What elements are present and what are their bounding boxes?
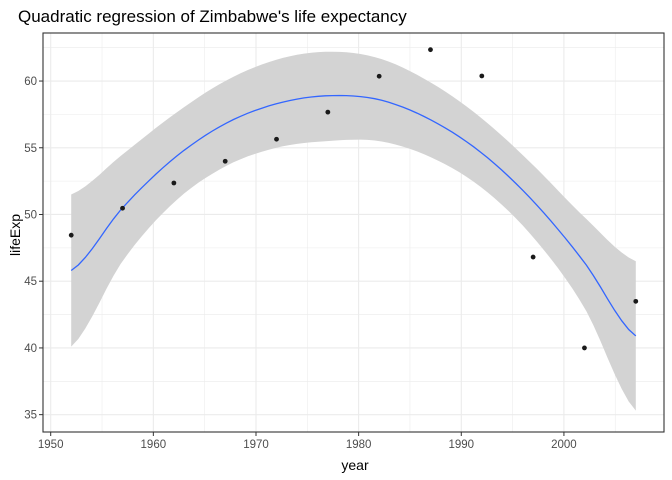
data-point	[530, 254, 536, 260]
y-tick-label: 50	[24, 209, 37, 221]
data-point	[274, 136, 279, 142]
x-axis-title: year	[341, 457, 369, 473]
data-point	[428, 47, 433, 53]
x-tick-label: 1980	[346, 439, 372, 451]
y-tick-label: 55	[24, 143, 37, 155]
x-tick-label: 1950	[38, 439, 64, 451]
confidence-ribbon	[71, 51, 636, 411]
y-axis-ticks: 35 40 45 50 55 60	[24, 76, 43, 422]
data-point	[376, 73, 382, 79]
data-points	[68, 47, 639, 351]
data-point	[171, 180, 177, 186]
y-tick-label: 45	[24, 276, 37, 288]
data-point	[633, 298, 639, 304]
y-axis-title: lifeExp	[7, 214, 23, 256]
x-axis-ticks: 1950 1960 1970 1980 1990 2000	[38, 432, 577, 451]
data-point	[582, 345, 587, 351]
y-tick-label: 35	[24, 410, 37, 422]
data-point	[325, 109, 331, 115]
chart-title: Quadratic regression of Zimbabwe's life …	[18, 7, 407, 26]
data-point	[222, 158, 228, 164]
x-tick-label: 1960	[141, 439, 167, 451]
panel-border	[42, 32, 665, 433]
x-tick-label: 1970	[243, 439, 269, 451]
x-tick-label: 2000	[551, 439, 577, 451]
data-point	[68, 232, 74, 238]
data-point	[479, 73, 485, 79]
y-tick-label: 40	[24, 343, 37, 355]
x-tick-label: 1990	[448, 439, 474, 451]
data-point	[120, 205, 125, 211]
y-tick-label: 60	[24, 76, 37, 88]
fit-line	[70, 94, 637, 337]
